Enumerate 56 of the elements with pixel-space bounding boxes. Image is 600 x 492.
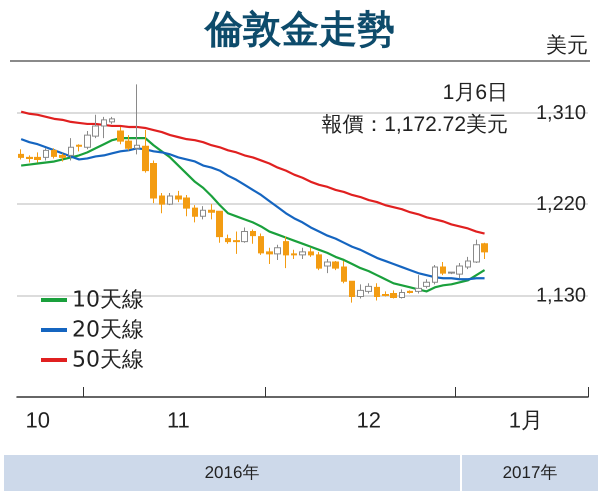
candlestick bbox=[308, 247, 314, 258]
candlestick bbox=[291, 249, 297, 260]
candlestick bbox=[109, 116, 115, 124]
annotation: 報價：1,172.72美元 bbox=[321, 113, 508, 136]
legend-label: 20天線 bbox=[72, 318, 144, 342]
candlestick bbox=[432, 264, 438, 285]
year-strip: 2017年 bbox=[462, 455, 598, 491]
candlestick bbox=[481, 242, 488, 260]
candlestick bbox=[349, 280, 355, 304]
year-strip: 2016年 bbox=[4, 455, 460, 491]
candlestick bbox=[299, 247, 306, 260]
candlestick bbox=[332, 260, 339, 271]
line-series bbox=[20, 110, 486, 235]
candlestick bbox=[316, 251, 322, 271]
candlestick bbox=[423, 278, 430, 289]
candlestick bbox=[225, 234, 231, 244]
candlestick bbox=[274, 244, 281, 260]
candlestick bbox=[159, 192, 165, 214]
legend-label: 50天線 bbox=[72, 348, 144, 372]
candlestick bbox=[407, 290, 413, 294]
candlestick bbox=[200, 206, 206, 220]
candlestick bbox=[192, 204, 198, 223]
candlestick bbox=[465, 256, 471, 270]
candlestick bbox=[258, 233, 264, 256]
candlestick bbox=[374, 282, 380, 302]
candlestick bbox=[76, 144, 82, 152]
x-tick-label: 1月 bbox=[508, 408, 544, 432]
annotation: 1月6日 bbox=[442, 81, 508, 104]
candlestick bbox=[283, 236, 289, 269]
candlestick bbox=[399, 288, 405, 300]
candlestick bbox=[59, 152, 66, 162]
candlestick bbox=[266, 247, 273, 265]
y-tick-label: 1,220 bbox=[536, 193, 586, 216]
candlestick bbox=[415, 274, 422, 294]
candlestick bbox=[250, 229, 256, 244]
candlestick bbox=[51, 148, 57, 159]
chart-title: 倫敦金走勢 bbox=[205, 7, 395, 51]
x-tick-label: 11 bbox=[166, 408, 190, 432]
candlestick bbox=[167, 192, 173, 206]
candlestick bbox=[101, 116, 107, 139]
candlestick bbox=[324, 258, 331, 274]
y-axis-title: 美元 bbox=[546, 34, 588, 57]
candlestick bbox=[18, 148, 24, 160]
y-tick-label: 1,310 bbox=[536, 102, 586, 124]
candlestick bbox=[341, 260, 347, 284]
y-tick-label: 1,130 bbox=[536, 284, 586, 306]
x-tick-label: 10 bbox=[25, 408, 50, 432]
x-tick-label: 12 bbox=[356, 408, 381, 432]
candlestick bbox=[68, 138, 74, 161]
candlestick bbox=[473, 239, 480, 264]
candlestick bbox=[440, 261, 446, 276]
legend-label: 10天線 bbox=[72, 288, 144, 312]
candlestick bbox=[233, 231, 240, 254]
candlestick bbox=[241, 226, 248, 244]
candlestick bbox=[43, 148, 49, 161]
candlestick bbox=[134, 84, 140, 155]
